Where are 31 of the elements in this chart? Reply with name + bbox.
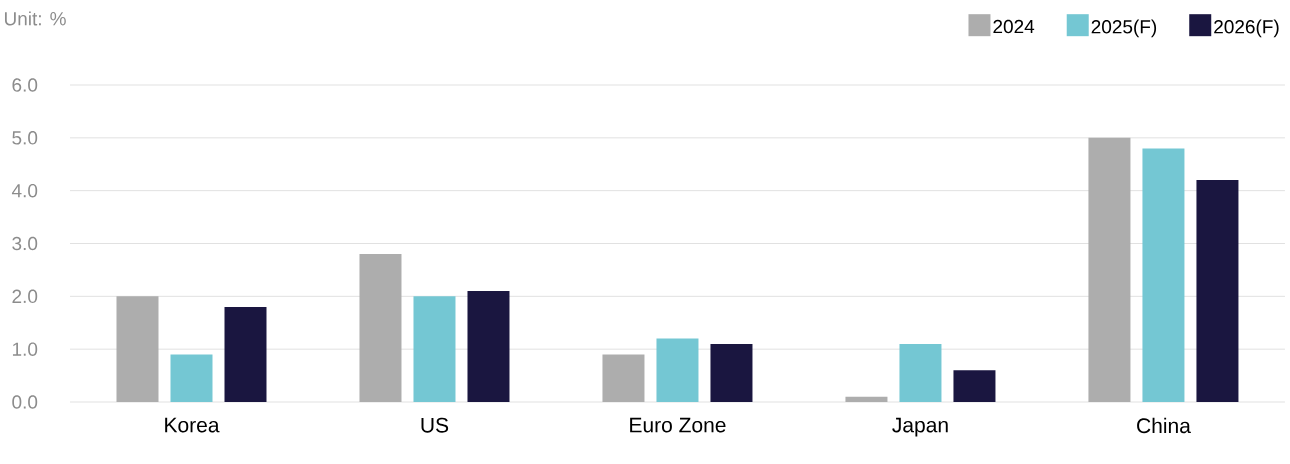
bar: [467, 291, 510, 402]
legend-label: 2026(F): [1214, 19, 1279, 38]
bar: [845, 396, 888, 402]
bar: [1088, 137, 1131, 402]
bar: [359, 254, 402, 402]
legend-label: 2024: [993, 19, 1035, 34]
bar: [899, 343, 942, 402]
x-tick-label: Euro Zone: [630, 417, 726, 433]
y-tick-label: 4.0: [11, 183, 38, 198]
bar: [1142, 148, 1185, 402]
x-tick-label: Korea: [165, 417, 220, 433]
bar: [602, 354, 645, 402]
x-tick-label: Japan: [892, 417, 948, 437]
bar: [116, 296, 159, 402]
bar: [953, 370, 996, 402]
y-tick-label: 1.0: [12, 342, 38, 356]
bar: [224, 306, 267, 402]
bar: [170, 354, 213, 402]
y-tick-label: 6.0: [12, 78, 38, 92]
x-tick-label: US: [421, 417, 449, 433]
y-tick-label: 0.0: [12, 395, 38, 409]
x-tick-label: China: [1137, 417, 1191, 434]
bar: [413, 296, 456, 402]
y-tick-label: 3.0: [12, 236, 38, 251]
bar: [1196, 180, 1239, 402]
text: Unit: %: [4, 11, 66, 26]
y-tick-label: 5.0: [12, 131, 38, 145]
bar: [710, 343, 753, 402]
legend-label: 2025(F): [1091, 19, 1157, 38]
bar: [656, 338, 699, 402]
y-tick-label: 2.0: [12, 289, 38, 304]
